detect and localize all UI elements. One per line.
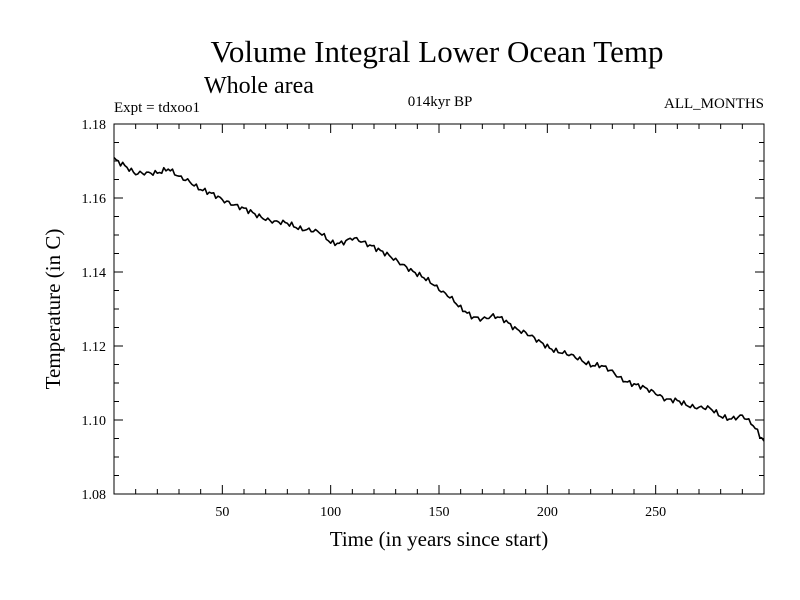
y-axis-label: Temperature (in C) <box>41 229 65 390</box>
x-tick-labels: 50 100 150 200 250 <box>215 505 666 520</box>
period-label: 014kyr BP <box>408 94 473 110</box>
y-tick-label: 1.16 <box>82 192 107 207</box>
y-tick-label: 1.14 <box>82 266 107 281</box>
y-tick-labels: 1.08 1.10 1.12 1.14 1.16 1.18 <box>82 118 107 503</box>
chart-title: Volume Integral Lower Ocean Temp <box>211 34 664 69</box>
plot-area-frame <box>113 123 765 495</box>
chart-subtitle: Whole area <box>204 73 314 99</box>
x-tick-label: 200 <box>537 505 558 520</box>
x-tick-label: 100 <box>320 505 341 520</box>
axis-ticks <box>114 124 764 494</box>
y-tick-label: 1.10 <box>82 414 107 429</box>
y-tick-label: 1.12 <box>82 340 107 355</box>
x-tick-label: 50 <box>215 505 229 520</box>
x-axis-label: Time (in years since start) <box>330 527 549 551</box>
x-tick-label: 250 <box>645 505 666 520</box>
months-label: ALL_MONTHS <box>664 96 764 112</box>
experiment-label: Expt = tdxoo1 <box>114 100 200 116</box>
y-tick-label: 1.08 <box>82 488 107 503</box>
y-tick-label: 1.18 <box>82 118 107 133</box>
x-tick-label: 150 <box>429 505 450 520</box>
series-line-temperature <box>113 157 765 442</box>
